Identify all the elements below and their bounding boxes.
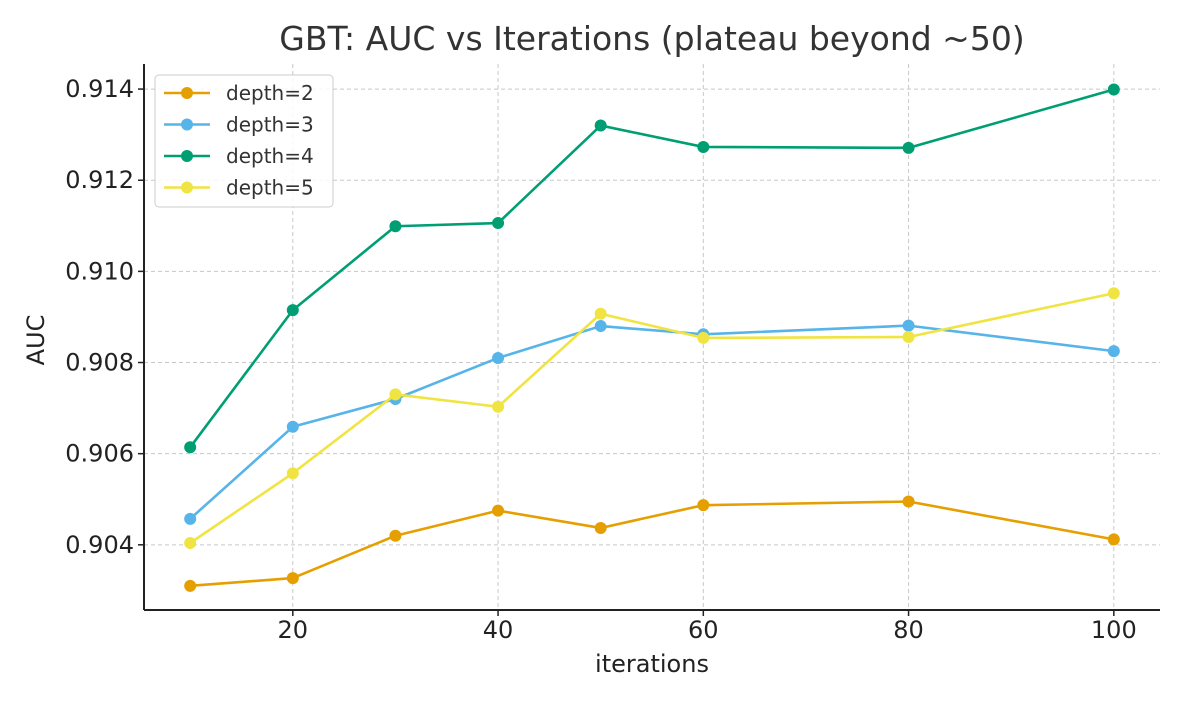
x-axis-label: iterations [595,650,709,678]
legend-entry: depth=4 [164,144,314,168]
legend-entry: depth=3 [164,113,314,137]
legend-entry: depth=2 [164,81,314,105]
series-depth-5 [184,287,1120,550]
data-point [492,504,505,517]
chart-title: GBT: AUC vs Iterations (plateau beyond ~… [279,19,1024,58]
data-point [389,388,402,401]
data-point [902,319,915,332]
grid [144,64,1160,610]
legend-marker [181,118,193,131]
y-tick-label: 0.912 [65,166,134,194]
y-axis-label: AUC [22,315,50,366]
legend: depth=2 depth=3 depth=4 depth=5 [154,74,334,208]
data-point [492,217,505,230]
data-point [492,351,505,364]
data-point [697,331,710,344]
series-line [189,291,1115,545]
data-point [1107,287,1120,300]
legend-marker [181,181,193,194]
data-point [389,529,402,542]
series-line [190,500,1115,588]
data-point [697,499,710,512]
data-point [902,331,915,343]
data-point [1107,83,1120,96]
data-point [902,495,915,508]
y-tick-label: 0.914 [65,75,134,103]
x-tick-label: 100 [1091,616,1137,644]
data-point [594,320,607,333]
y-tick-label: 0.910 [65,257,134,285]
legend-entry: depth=5 [164,176,314,200]
data-point [184,537,197,550]
x-tick-label: 80 [893,616,924,644]
data-point [184,441,197,454]
ticks: 0.904 0.906 0.908 0.910 0.912 0.914 20 40 60 80 10… [65,75,1136,644]
data-point [1107,533,1120,546]
y-tick-label: 0.908 [65,349,134,377]
y-tick-label: 0.906 [65,440,134,468]
axes [143,64,1160,611]
legend-box [154,74,334,208]
series [184,83,1120,592]
data-point [492,400,505,413]
data-point [286,420,299,433]
legend-label: depth=3 [226,113,314,137]
series-line [189,88,1115,449]
legend-marker [181,150,193,162]
series-depth-4 [184,83,1120,454]
data-point [286,572,299,585]
legend-label: depth=4 [226,144,314,168]
data-point [286,304,299,317]
data-point [697,140,710,153]
data-point [286,467,299,480]
data-point [594,307,607,320]
y-tick-label: 0.904 [65,531,134,559]
series-depth-2 [184,495,1120,592]
series-line [189,324,1114,520]
data-point [594,521,607,534]
data-point [902,141,915,154]
data-point [1107,345,1120,358]
x-tick-label: 40 [483,616,514,644]
legend-marker [181,87,193,99]
data-point [184,512,197,525]
x-tick-label: 20 [278,616,309,644]
data-point [389,220,402,233]
series-depth-3 [184,319,1120,525]
legend-label: depth=5 [226,176,314,200]
x-tick-label: 60 [688,616,719,644]
legend-label: depth=2 [226,81,314,105]
data-point [594,119,607,132]
data-point [184,579,197,592]
